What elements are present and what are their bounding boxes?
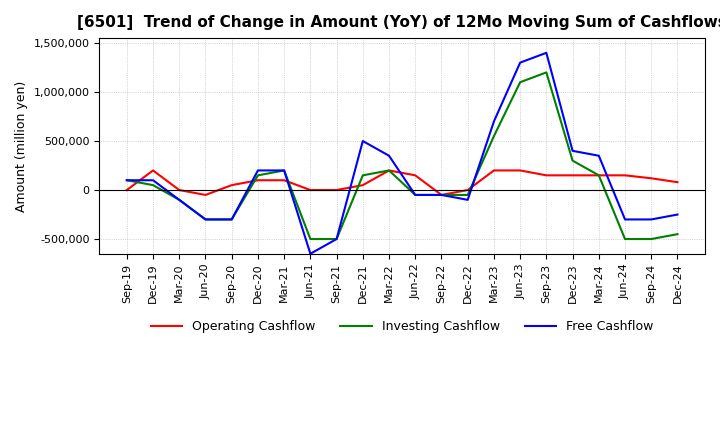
Operating Cashflow <box>306 187 315 193</box>
Free Cashflow <box>621 217 629 222</box>
Investing Cashflow <box>411 192 420 198</box>
Investing Cashflow <box>568 158 577 163</box>
Operating Cashflow <box>516 168 524 173</box>
Investing Cashflow <box>490 133 498 139</box>
Free Cashflow <box>149 178 158 183</box>
Y-axis label: Amount (million yen): Amount (million yen) <box>15 81 28 212</box>
Line: Free Cashflow: Free Cashflow <box>127 53 678 254</box>
Operating Cashflow <box>332 187 341 193</box>
Free Cashflow <box>673 212 682 217</box>
Investing Cashflow <box>228 217 236 222</box>
Operating Cashflow <box>464 187 472 193</box>
Free Cashflow <box>542 50 551 55</box>
Free Cashflow <box>516 60 524 65</box>
Free Cashflow <box>568 148 577 154</box>
Operating Cashflow <box>175 187 184 193</box>
Investing Cashflow <box>280 168 289 173</box>
Operating Cashflow <box>411 172 420 178</box>
Free Cashflow <box>464 197 472 202</box>
Investing Cashflow <box>595 172 603 178</box>
Investing Cashflow <box>384 168 393 173</box>
Free Cashflow <box>359 139 367 144</box>
Operating Cashflow <box>647 176 656 181</box>
Free Cashflow <box>228 217 236 222</box>
Free Cashflow <box>253 168 262 173</box>
Operating Cashflow <box>437 192 446 198</box>
Operating Cashflow <box>673 180 682 185</box>
Operating Cashflow <box>384 168 393 173</box>
Free Cashflow <box>647 217 656 222</box>
Free Cashflow <box>306 251 315 257</box>
Investing Cashflow <box>332 236 341 242</box>
Operating Cashflow <box>280 178 289 183</box>
Free Cashflow <box>280 168 289 173</box>
Investing Cashflow <box>122 178 131 183</box>
Investing Cashflow <box>542 70 551 75</box>
Free Cashflow <box>201 217 210 222</box>
Investing Cashflow <box>201 217 210 222</box>
Operating Cashflow <box>122 187 131 193</box>
Operating Cashflow <box>201 192 210 198</box>
Investing Cashflow <box>253 172 262 178</box>
Investing Cashflow <box>673 231 682 237</box>
Legend: Operating Cashflow, Investing Cashflow, Free Cashflow: Operating Cashflow, Investing Cashflow, … <box>146 315 659 338</box>
Free Cashflow <box>122 178 131 183</box>
Title: [6501]  Trend of Change in Amount (YoY) of 12Mo Moving Sum of Cashflows: [6501] Trend of Change in Amount (YoY) o… <box>77 15 720 30</box>
Operating Cashflow <box>253 178 262 183</box>
Free Cashflow <box>595 153 603 158</box>
Investing Cashflow <box>516 80 524 85</box>
Free Cashflow <box>384 153 393 158</box>
Operating Cashflow <box>359 183 367 188</box>
Operating Cashflow <box>490 168 498 173</box>
Investing Cashflow <box>647 236 656 242</box>
Line: Investing Cashflow: Investing Cashflow <box>127 73 678 239</box>
Operating Cashflow <box>621 172 629 178</box>
Free Cashflow <box>332 236 341 242</box>
Free Cashflow <box>437 192 446 198</box>
Operating Cashflow <box>228 183 236 188</box>
Investing Cashflow <box>359 172 367 178</box>
Investing Cashflow <box>175 197 184 202</box>
Investing Cashflow <box>149 183 158 188</box>
Operating Cashflow <box>595 172 603 178</box>
Free Cashflow <box>490 119 498 124</box>
Investing Cashflow <box>464 192 472 198</box>
Operating Cashflow <box>542 172 551 178</box>
Investing Cashflow <box>437 192 446 198</box>
Operating Cashflow <box>568 172 577 178</box>
Line: Operating Cashflow: Operating Cashflow <box>127 170 678 195</box>
Investing Cashflow <box>621 236 629 242</box>
Free Cashflow <box>175 197 184 202</box>
Free Cashflow <box>411 192 420 198</box>
Operating Cashflow <box>149 168 158 173</box>
Investing Cashflow <box>306 236 315 242</box>
